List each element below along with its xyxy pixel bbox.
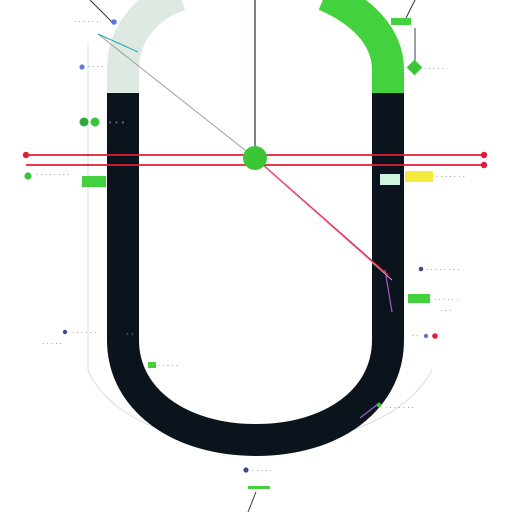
node-navy-bottom xyxy=(243,467,249,473)
badge-green-bottom xyxy=(248,486,270,489)
badge-yellow-right xyxy=(405,171,433,182)
label-inner-left: · · · · · xyxy=(158,362,178,370)
node-navy-right xyxy=(418,266,424,272)
bottom-tick-line xyxy=(247,491,257,512)
label-inner-right: · · · · · · · xyxy=(385,404,414,412)
callout-line-left-cyan xyxy=(97,33,139,53)
diamond-green-right xyxy=(406,59,423,76)
node-green-left-2 xyxy=(90,117,100,127)
badge-green-right-mid xyxy=(408,294,430,303)
track-light-segment xyxy=(107,0,186,95)
diagonal-red-line xyxy=(254,157,389,276)
track-green-segment xyxy=(318,0,404,95)
label-right-mid: · · · · · · · · xyxy=(426,266,459,274)
label-right-mid-2: · · · · · · xyxy=(434,296,458,304)
label-left-low: · · · · · xyxy=(42,340,62,348)
magenta-connector xyxy=(384,269,393,313)
badge-green-top-right xyxy=(391,18,411,25)
label-top-left: · · · · · · xyxy=(74,18,98,26)
magenta-connector-low xyxy=(359,403,379,419)
label-bottom-center: · · · · · xyxy=(252,467,272,475)
track-dark-u xyxy=(107,93,404,457)
node-red-right xyxy=(432,333,438,339)
node-blue-right xyxy=(423,333,429,339)
callout-line-top-left xyxy=(89,0,113,23)
label-right-mid-3: · · · xyxy=(440,307,451,315)
label-left-arrow: › ‹ xyxy=(126,330,134,338)
center-node[interactable] xyxy=(243,146,267,170)
red-endpoint-left xyxy=(22,151,30,159)
badge-green-inner-left xyxy=(148,362,156,368)
label-left-line: · · · · · · · · xyxy=(36,171,69,179)
label-dots-left: • • • xyxy=(108,119,125,127)
node-green-low-right xyxy=(376,402,382,408)
badge-mint-right xyxy=(380,174,400,185)
red-endpoint-right-bottom xyxy=(480,161,488,169)
label-left-mid: · · · · · · xyxy=(72,329,96,337)
badge-green-left xyxy=(82,176,106,187)
diagonal-pink-line xyxy=(259,162,393,281)
node-green-left-3 xyxy=(24,172,32,180)
label-right-line: · · · · · · · xyxy=(436,173,465,181)
label-mid-left: · · · · xyxy=(88,63,104,71)
label-right-small: · · xyxy=(412,332,419,340)
label-top-right: · · · · · xyxy=(424,65,444,73)
diagonal-gray-line xyxy=(97,33,256,159)
node-green-left-1 xyxy=(79,117,89,127)
red-endpoint-right-top xyxy=(480,151,488,159)
node-navy-left xyxy=(62,329,68,335)
node-blue-mid xyxy=(79,64,85,70)
node-blue-top xyxy=(111,19,117,25)
